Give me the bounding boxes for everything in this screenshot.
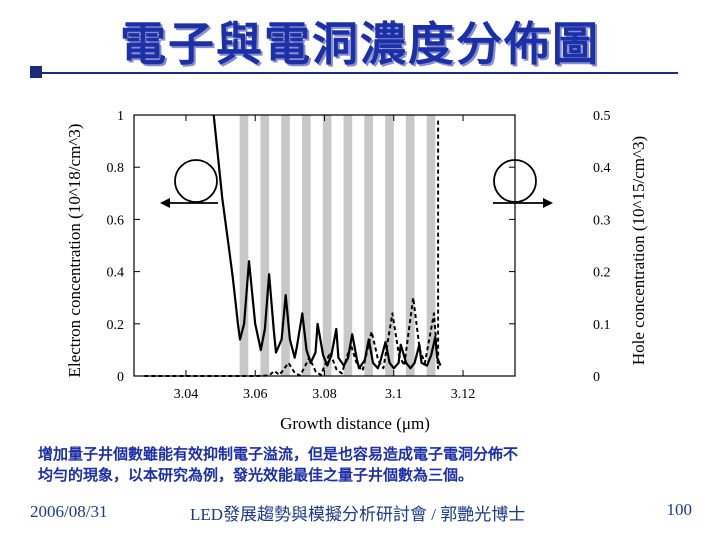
page-number: 100: [666, 500, 693, 519]
chart-axes: 3.04 3.06 3.08 3.1 3.12 0 0.2 0.4 0.6 0.8 1 0 0.1 0.2…: [65, 109, 648, 402]
y-tick-label-right: 0: [593, 370, 600, 385]
title-rule-tick: [30, 66, 42, 78]
quantum-well-band: [405, 115, 415, 376]
y-tick-label-left: 0.8: [107, 161, 125, 176]
y-tick-label-right: 0.5: [593, 109, 611, 124]
quantum-well-band: [239, 115, 249, 376]
y-axis-label-right: Hole concentration (10^15/cm^3): [629, 136, 648, 365]
chart-annotations: [160, 159, 553, 208]
quantum-well-band: [322, 115, 332, 376]
right-arrow-head: [543, 198, 553, 208]
y-tick-label-left: 0.4: [107, 266, 125, 281]
y-tick-label-left: 0.2: [107, 318, 125, 333]
caption-line-2: 均勻的現象，以本研究為例，發光效能最佳之量子井個數為三個。: [38, 466, 474, 484]
quantum-well-band: [385, 115, 394, 376]
x-tick-label: 3.06: [243, 387, 268, 402]
x-tick-label: 3.08: [312, 387, 337, 402]
y-tick-label-right: 0.3: [593, 213, 611, 228]
footer-date: 2006/08/31: [30, 502, 108, 521]
hole-concentration-line: [144, 119, 441, 377]
title-rule: [38, 72, 678, 74]
quantum-well-band: [364, 115, 373, 376]
y-tick-label-right: 0.4: [593, 161, 611, 176]
x-tick-label: 3.04: [174, 387, 199, 402]
y-tick-label-right: 0.1: [593, 318, 611, 333]
x-tick-label: 3.12: [451, 387, 476, 402]
slide-caption: 增加量子井個數雖能有效抑制電子溢流，但是也容易造成電子電洞分佈不 均勻的現象，以…: [38, 444, 698, 486]
left-arrow-head: [160, 198, 170, 208]
quantum-well-band: [301, 115, 311, 376]
caption-line-1: 增加量子井個數雖能有效抑制電子溢流，但是也容易造成電子電洞分佈不: [38, 445, 519, 463]
y-tick-label-left: 0: [117, 370, 124, 385]
quantum-well-band: [281, 115, 290, 376]
footer-center-text: LED發展趨勢與模擬分析研討會 / 郭艷光博士: [190, 505, 526, 524]
slide-title: 電子與電洞濃度分佈圖: [120, 17, 600, 71]
x-axis-label: Growth distance (μm): [280, 414, 430, 433]
x-tick-label: 3.1: [385, 387, 403, 402]
y-tick-label-left: 0.6: [107, 213, 125, 228]
right-annotation-circle: [493, 159, 537, 203]
left-annotation-circle: [174, 159, 218, 203]
chart-series: [144, 114, 442, 377]
quantum-well-band: [426, 115, 436, 376]
y-tick-label-left: 1: [117, 109, 124, 124]
y-axis-label-left: Electron concentration (10^18/cm^3): [65, 124, 84, 378]
quantum-well-band: [260, 115, 270, 376]
y-tick-label-right: 0.2: [593, 266, 611, 281]
quantum-well-band: [343, 115, 353, 376]
concentration-chart: 3.04 3.06 3.08 3.1 3.12 0 0.2 0.4 0.6 0.8 1 0 0.1 0.2…: [65, 109, 648, 433]
quantum-well-bands: [239, 115, 436, 376]
